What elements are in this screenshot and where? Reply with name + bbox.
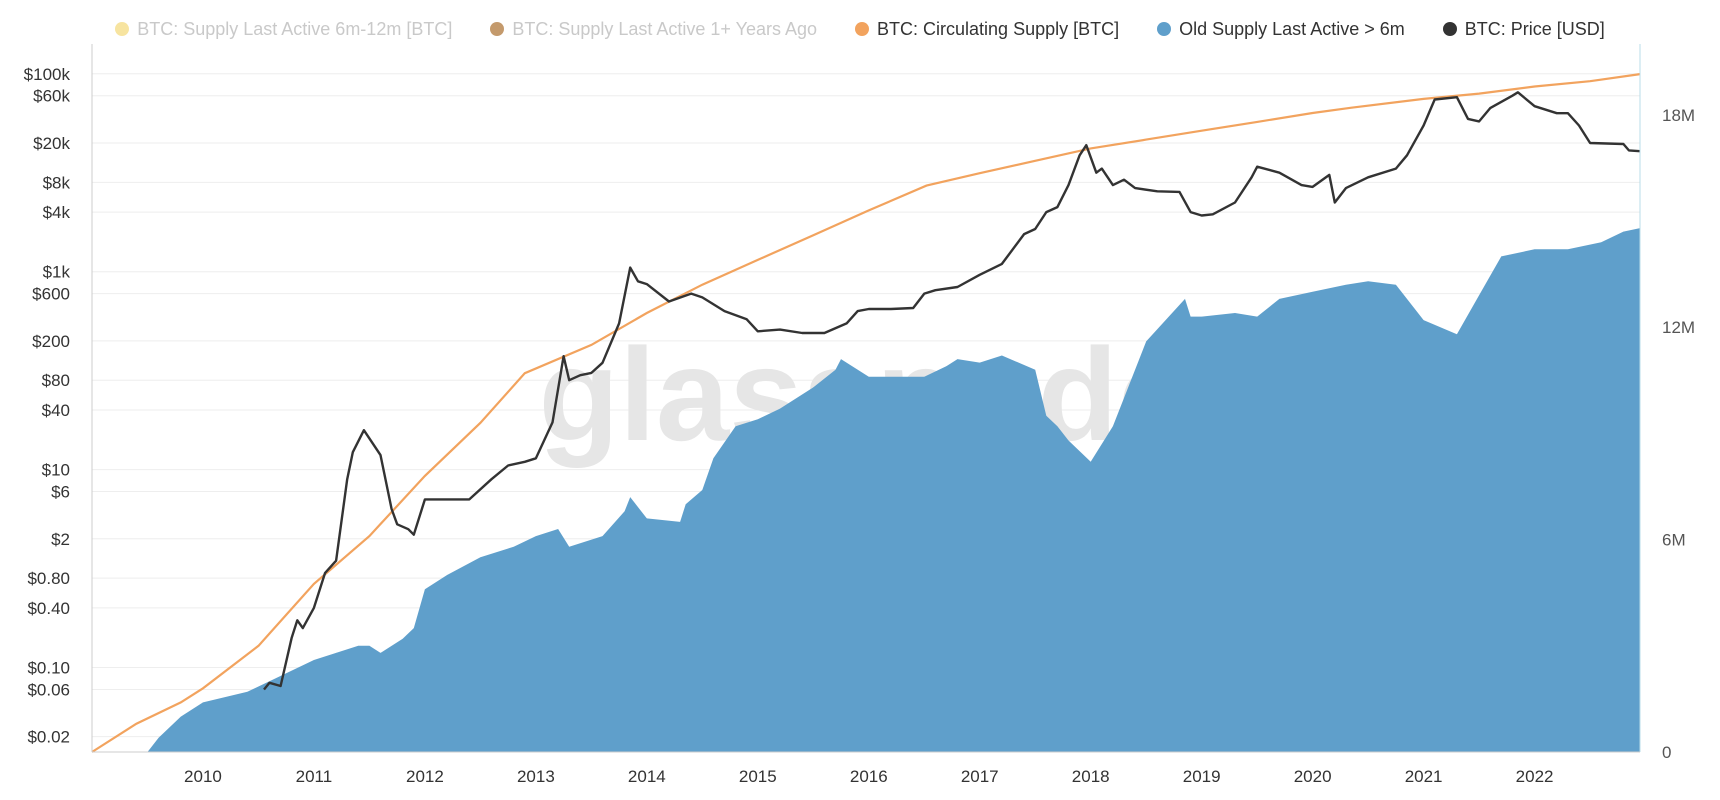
price-line xyxy=(263,91,1641,691)
left-tick-label: $100k xyxy=(24,65,71,84)
x-tick-label: 2017 xyxy=(961,767,999,786)
legend-item-4[interactable]: BTC: Price [USD] xyxy=(1442,18,1605,40)
left-tick-label: $2 xyxy=(51,530,70,549)
left-tick-label: $8k xyxy=(43,173,71,192)
left-tick-label: $60k xyxy=(33,87,70,106)
series-price-line xyxy=(263,91,1641,691)
legend-dot-icon xyxy=(1157,22,1172,36)
legend-dot-icon xyxy=(1442,22,1457,36)
legend-dot-icon xyxy=(490,22,505,36)
legend-dot-icon xyxy=(855,22,870,36)
legend-label: BTC: Circulating Supply [BTC] xyxy=(877,18,1120,39)
left-tick-label: $0.40 xyxy=(27,599,70,618)
legend-label: BTC: Price [USD] xyxy=(1464,18,1605,39)
left-tick-label: $0.02 xyxy=(27,728,70,747)
chart-legend: BTC: Supply Last Active 6m-12m [BTC] BTC:… xyxy=(0,16,1720,42)
x-tick-label: 2022 xyxy=(1516,767,1554,786)
left-tick-label: $20k xyxy=(33,134,70,153)
old-supply-area xyxy=(91,228,1641,753)
x-tick-label: 2010 xyxy=(184,767,222,786)
x-tick-label: 2019 xyxy=(1183,767,1221,786)
left-tick-label: $0.06 xyxy=(27,680,70,699)
x-tick-label: 2014 xyxy=(628,767,666,786)
circulating-supply-line xyxy=(91,73,1641,753)
x-tick-label: 2013 xyxy=(517,767,555,786)
x-tick-label: 2015 xyxy=(739,767,777,786)
x-axis-ticks: 2010 2011 2012 2013 2014 2015 2016 2017 2018 2019… xyxy=(184,767,1553,786)
left-tick-label: $0.80 xyxy=(27,569,70,588)
axes xyxy=(91,44,1641,753)
legend-item-3[interactable]: Old Supply Last Active > 6m xyxy=(1157,19,1405,40)
left-tick-label: $600 xyxy=(32,285,70,304)
legend-item-0[interactable]: BTC: Supply Last Active 6m-12m [BTC] xyxy=(115,19,452,40)
legend-dot-icon xyxy=(115,22,130,36)
legend-label: BTC: Supply Last Active 1+ Years Ago xyxy=(512,18,818,39)
series-circulating-supply-line xyxy=(91,73,1641,753)
x-tick-label: 2016 xyxy=(850,767,888,786)
right-axis-ticks: 0 6M 12M 18M xyxy=(1662,106,1695,762)
legend-item-1[interactable]: BTC: Supply Last Active 1+ Years Ago xyxy=(490,19,817,40)
right-tick-label: 6M xyxy=(1662,531,1686,550)
right-tick-label: 0 xyxy=(1662,743,1671,762)
legend-label: BTC: Supply Last Active 6m-12m [BTC] xyxy=(137,18,453,39)
left-tick-label: $1k xyxy=(43,263,71,282)
legend-item-2[interactable]: BTC: Circulating Supply [BTC] xyxy=(855,19,1119,40)
left-tick-label: $200 xyxy=(32,332,70,351)
legend-label: Old Supply Last Active > 6m xyxy=(1179,18,1405,39)
left-tick-label: $4k xyxy=(43,203,71,222)
series-old-supply-area xyxy=(92,228,1640,753)
left-tick-label: $6 xyxy=(51,483,70,502)
x-tick-label: 2018 xyxy=(1072,767,1110,786)
left-tick-label: $10 xyxy=(42,461,70,480)
right-tick-label: 12M xyxy=(1662,318,1695,337)
right-tick-label: 18M xyxy=(1662,106,1695,125)
x-tick-label: 2020 xyxy=(1294,767,1332,786)
x-tick-label: 2021 xyxy=(1405,767,1443,786)
left-tick-label: $80 xyxy=(42,371,70,390)
x-tick-label: 2012 xyxy=(406,767,444,786)
left-tick-label: $40 xyxy=(42,401,70,420)
x-tick-label: 2011 xyxy=(296,767,333,786)
left-axis-ticks: $0.02 $0.06 $0.10 $0.40 $0.80 $2 $6 $10 $40 $80 $2… xyxy=(24,65,71,747)
left-tick-label: $0.10 xyxy=(27,659,70,678)
